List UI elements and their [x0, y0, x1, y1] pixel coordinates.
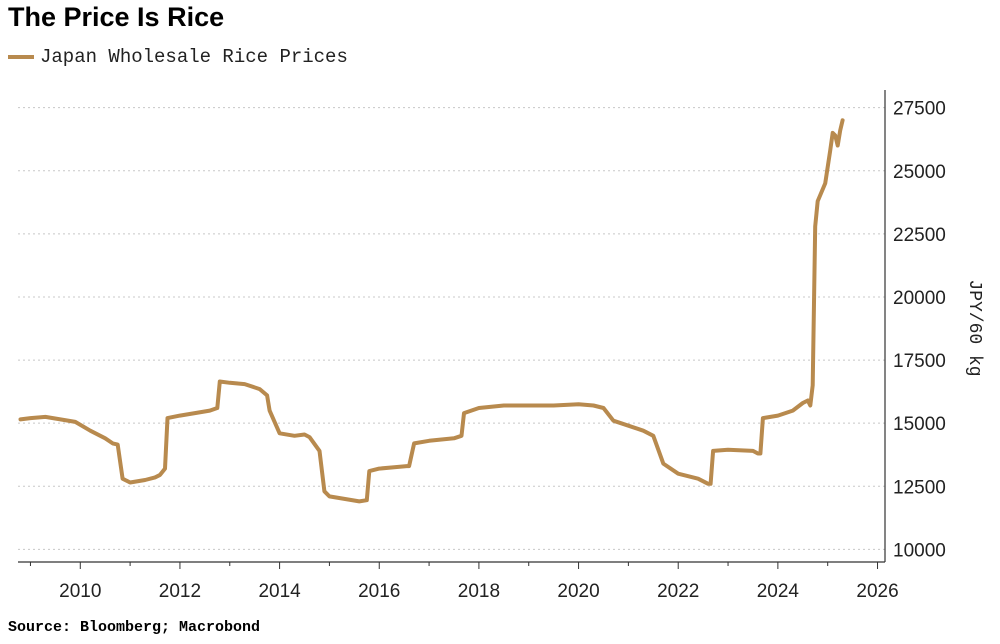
x-tick-label: 2014: [258, 581, 301, 602]
legend-label: Japan Wholesale Rice Prices: [40, 46, 348, 68]
y-tick-label: 27500: [893, 99, 946, 120]
y-tick-label: 20000: [893, 288, 946, 309]
x-tick-label: 2020: [557, 581, 599, 602]
series-line: [18, 118, 845, 504]
legend-swatch: [8, 55, 34, 59]
x-tick-label: 2012: [159, 581, 201, 602]
x-tick-label: 2018: [458, 581, 500, 602]
source-note: Source: Bloomberg; Macrobond: [8, 619, 261, 636]
x-tick-label: 2026: [856, 581, 898, 602]
y-tick-label: 22500: [893, 225, 946, 246]
chart-title: The Price Is Rice: [8, 2, 225, 32]
y-tick-label: 17500: [893, 351, 946, 372]
x-tick-label: 2022: [657, 581, 699, 602]
x-tick-label: 2010: [59, 581, 101, 602]
y-tick-label: 25000: [893, 162, 946, 183]
y-axis-label: JPY/60 kg: [964, 279, 984, 376]
x-tick-label: 2016: [358, 581, 400, 602]
legend: Japan Wholesale Rice Prices: [8, 46, 348, 68]
y-tick-label: 10000: [893, 540, 946, 561]
x-tick-label: 2024: [757, 581, 800, 602]
y-tick-label: 12500: [893, 477, 946, 498]
y-tick-label: 15000: [893, 414, 946, 435]
